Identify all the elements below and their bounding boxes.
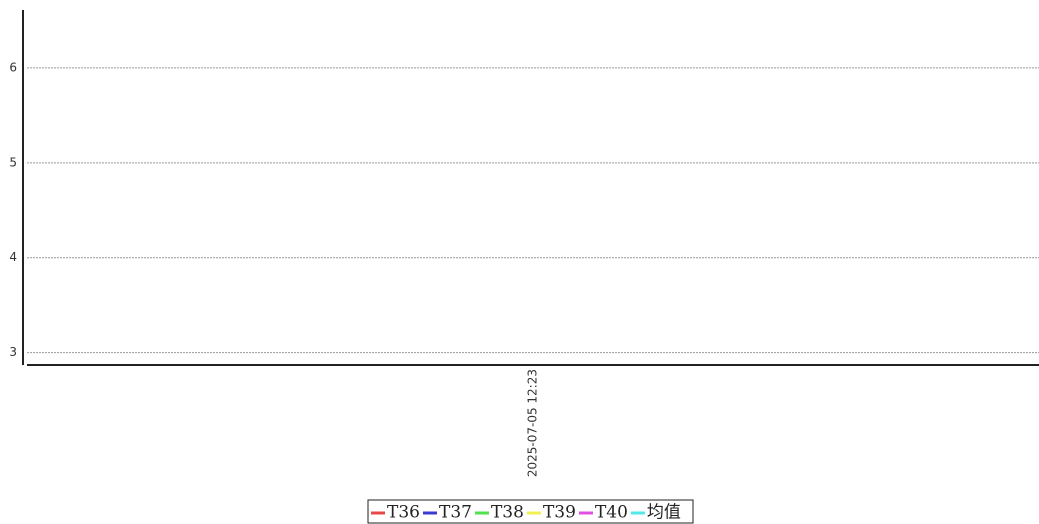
legend-label: 均值	[647, 503, 681, 523]
legend-label: T40	[595, 503, 628, 523]
legend-label: T39	[543, 503, 576, 523]
y-tick-label: 3	[9, 345, 17, 359]
y-tick-label: 4	[9, 250, 17, 264]
legend-label: T36	[387, 503, 420, 523]
legend-label: T37	[439, 503, 472, 523]
x-tick-label: 2025-07-05 12:23	[526, 369, 540, 477]
y-tick-label: 5	[9, 155, 17, 169]
y-tick-label: 6	[9, 60, 17, 74]
legend-label: T38	[491, 503, 524, 523]
